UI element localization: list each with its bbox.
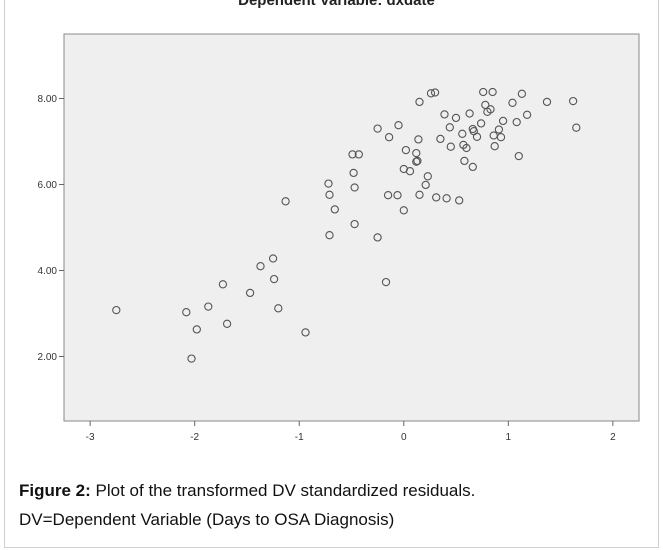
data-point [349,168,358,178]
data-point [324,179,333,188]
figure-caption: Figure 2: Plot of the transformed DV sta… [19,476,649,534]
y-axis: 2.00 4.00 6.00 8.00 [38,94,64,363]
data-point [465,109,474,118]
data-point [426,89,436,98]
y-tick-label: 8.00 [38,94,58,105]
data-point [445,123,454,132]
data-point [468,162,477,172]
caption-text: Plot of the transformed DV standardized … [90,481,476,500]
x-tick-label: 1 [506,432,512,443]
data-point [218,280,228,289]
data-point [572,123,581,132]
data-point [222,319,232,328]
data-point [486,105,495,114]
data-points [112,87,581,363]
data-point [479,87,488,97]
data-point [393,191,402,200]
data-point [325,231,334,240]
data-point [488,87,497,97]
data-point [245,288,255,298]
data-point [405,167,415,176]
data-point [412,157,421,166]
chart-title: Dependent Variable: dxdate [238,0,435,9]
data-point [421,180,430,190]
x-tick-label: -1 [295,432,304,443]
data-point [350,219,359,229]
data-point [350,183,359,192]
caption-label: Figure 2: [19,481,91,500]
plot-area [63,33,640,422]
data-point [514,151,523,161]
y-tick-label: 2.00 [38,352,58,363]
data-point [542,97,552,107]
data-point [401,145,411,155]
data-point [187,354,196,363]
caption-line-2: DV=Dependent Variable (Days to OSA Diagn… [19,510,395,529]
data-point [381,277,391,287]
data-point [440,110,449,119]
data-point [413,156,422,166]
data-point [373,233,382,242]
data-point [423,172,432,181]
data-point [494,125,504,134]
data-point [412,148,421,158]
data-point [348,150,357,159]
y-tick-label: 6.00 [38,180,58,191]
data-point [472,132,482,141]
data-point [383,191,393,200]
data-point [508,98,517,107]
scatter-plot: 2.00 4.00 6.00 8.00 -3 -2 -1 0 1 2 [38,33,640,443]
data-point [256,262,265,271]
data-point [354,150,363,159]
data-point [399,206,408,215]
data-point [512,117,521,127]
data-point [432,193,441,202]
y-tick-label: 4.00 [38,266,58,277]
data-point [476,119,486,128]
data-point [430,88,440,97]
data-point [462,143,471,153]
data-point [517,89,527,98]
data-point [192,325,201,334]
data-point [522,110,532,119]
x-tick-label: -3 [86,432,95,443]
data-point [568,96,578,106]
data-point [373,124,382,133]
figure-panel: Dependent Variable: dxdate 2.00 4.00 6.00 8… [4,0,659,548]
data-point [330,205,339,214]
data-point [269,274,279,284]
data-point [394,121,403,130]
x-tick-label: 2 [610,432,616,443]
data-point [460,156,469,166]
data-point [415,190,424,199]
data-point [384,133,394,142]
data-point [414,135,423,144]
x-axis: -3 -2 -1 0 1 2 [86,421,616,443]
data-point [498,116,508,126]
data-point [274,304,283,313]
data-point [442,194,451,203]
data-point [204,302,213,311]
data-point [496,133,506,142]
data-point [490,142,499,151]
data-point [325,190,334,199]
x-tick-label: 0 [401,432,407,443]
x-tick-label: -2 [190,432,199,443]
data-point [446,142,455,151]
data-point [268,254,278,263]
data-point [301,328,310,337]
data-point [436,134,445,144]
data-point [415,97,424,107]
data-point [182,308,191,317]
data-point [451,113,461,123]
data-point [458,129,467,138]
data-point [112,305,121,315]
data-point [455,196,464,205]
data-point [281,197,290,206]
